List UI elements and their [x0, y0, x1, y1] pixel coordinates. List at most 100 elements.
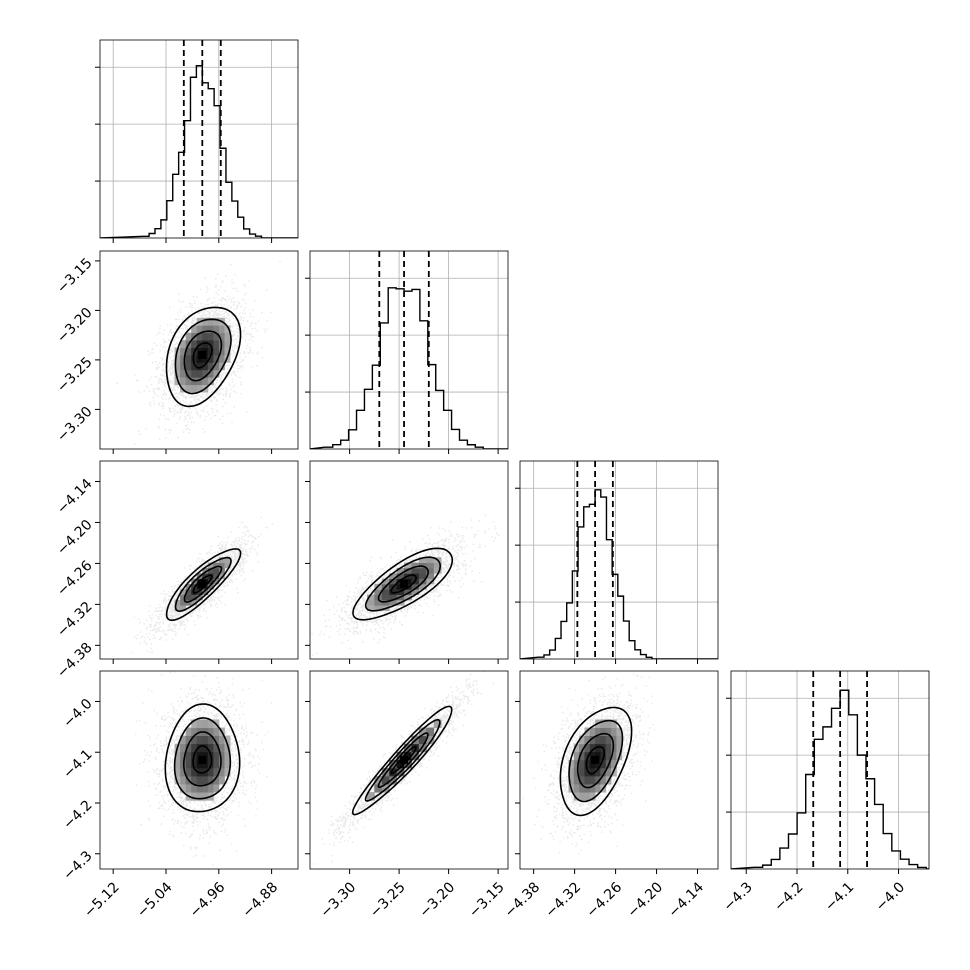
contour-1-0-0 — [192, 342, 213, 369]
density-cell — [600, 767, 607, 777]
density-cell — [218, 332, 225, 341]
density-cell — [191, 599, 198, 606]
density-cell — [426, 567, 435, 574]
density-cell — [213, 567, 220, 574]
density-cell — [605, 767, 612, 777]
contour-3-2-1 — [576, 732, 615, 789]
density-cell — [191, 743, 198, 753]
density-peak — [591, 755, 600, 764]
density-cell — [202, 369, 209, 378]
density-peak — [400, 579, 409, 588]
density-cell — [218, 325, 225, 334]
density-cell — [180, 735, 187, 745]
panel-frame-3-0 — [99, 670, 299, 870]
density-cell — [218, 354, 225, 363]
density-cell — [605, 751, 612, 761]
density-cell — [191, 594, 198, 601]
density-cell — [191, 354, 198, 363]
density-cell — [600, 719, 607, 728]
density-cell — [207, 347, 214, 356]
density-cell — [213, 347, 220, 356]
density-cell — [218, 775, 225, 785]
density-cell — [418, 573, 427, 579]
density-cell — [174, 599, 181, 606]
density-cell — [418, 567, 427, 574]
density-cell — [404, 589, 412, 595]
x-tick-label-0-3: −4.88 — [240, 879, 282, 921]
density-cell — [191, 775, 198, 785]
density-cell — [389, 594, 398, 601]
density-cell — [213, 362, 220, 371]
density-cell — [224, 347, 231, 356]
panel-frame-3-3 — [730, 670, 930, 870]
panel-frame-1-0 — [99, 250, 299, 450]
density-cell — [196, 775, 203, 785]
density-cell — [180, 354, 187, 363]
density-cell — [174, 767, 181, 777]
density-cell — [185, 594, 192, 601]
density-cell — [389, 573, 398, 579]
density-cell — [595, 767, 601, 777]
panel-3-2 — [515, 670, 719, 874]
panel-1-1 — [305, 250, 509, 454]
density-cell — [213, 340, 220, 348]
density-cell — [589, 767, 596, 777]
density-cell — [196, 759, 203, 769]
contour-2-1-0 — [390, 574, 417, 594]
density-cell — [366, 605, 375, 611]
density-cell — [366, 594, 375, 601]
panel-frame-2-0 — [99, 460, 299, 660]
density-cell — [180, 775, 187, 785]
density-cell — [584, 727, 591, 737]
panel-1-0 — [95, 250, 299, 454]
density-cell — [426, 562, 435, 569]
density-cell — [381, 775, 390, 785]
density-cell — [396, 573, 405, 579]
density-cell — [185, 377, 192, 386]
density-cell — [202, 325, 209, 334]
panel-2-1 — [305, 460, 509, 664]
density-cell — [426, 735, 435, 745]
density-cell — [180, 594, 187, 601]
density-cell — [185, 354, 192, 363]
contour-2-1-1 — [377, 565, 430, 603]
density-cell — [381, 589, 390, 595]
density-peak — [198, 350, 207, 359]
density-cell — [207, 719, 214, 728]
panel-3-3 — [726, 670, 930, 874]
density-cell — [589, 743, 596, 753]
x-tick-label-2-3: −4.20 — [625, 879, 667, 921]
panel-frame-1-1 — [309, 250, 509, 450]
density-cell — [196, 332, 203, 341]
y-tick-label-2-1: −4.32 — [54, 599, 96, 641]
density-cell — [573, 751, 580, 761]
density-cell — [207, 332, 214, 341]
panel-frame-3-2 — [519, 670, 719, 870]
density-cell — [224, 743, 231, 753]
density-cell — [418, 735, 427, 745]
density-cell — [185, 735, 192, 745]
density-cell — [605, 719, 612, 728]
density-cell — [374, 775, 383, 785]
density-cell — [418, 557, 427, 563]
density-cell — [180, 751, 187, 761]
density-cell — [191, 792, 198, 801]
density-cell — [579, 767, 585, 777]
density-cell — [218, 751, 225, 761]
density-cell — [584, 792, 591, 801]
density-cell — [579, 775, 585, 785]
contour-1-0-2 — [174, 318, 232, 395]
density-cell — [426, 578, 435, 585]
density-cell — [381, 594, 390, 601]
density-cell — [600, 735, 607, 745]
x-tick-label-2-4: −4.14 — [665, 879, 707, 921]
density-cell — [202, 573, 209, 579]
density-cell — [404, 594, 412, 601]
density-cell — [191, 719, 198, 728]
density-cell — [573, 767, 580, 777]
density-cell — [224, 759, 231, 769]
y-tick-label-3-3: −4.0 — [60, 696, 95, 731]
density-cell — [389, 775, 398, 785]
x-tick-label-1-3: −3.15 — [466, 879, 508, 921]
density-cell — [418, 583, 427, 590]
